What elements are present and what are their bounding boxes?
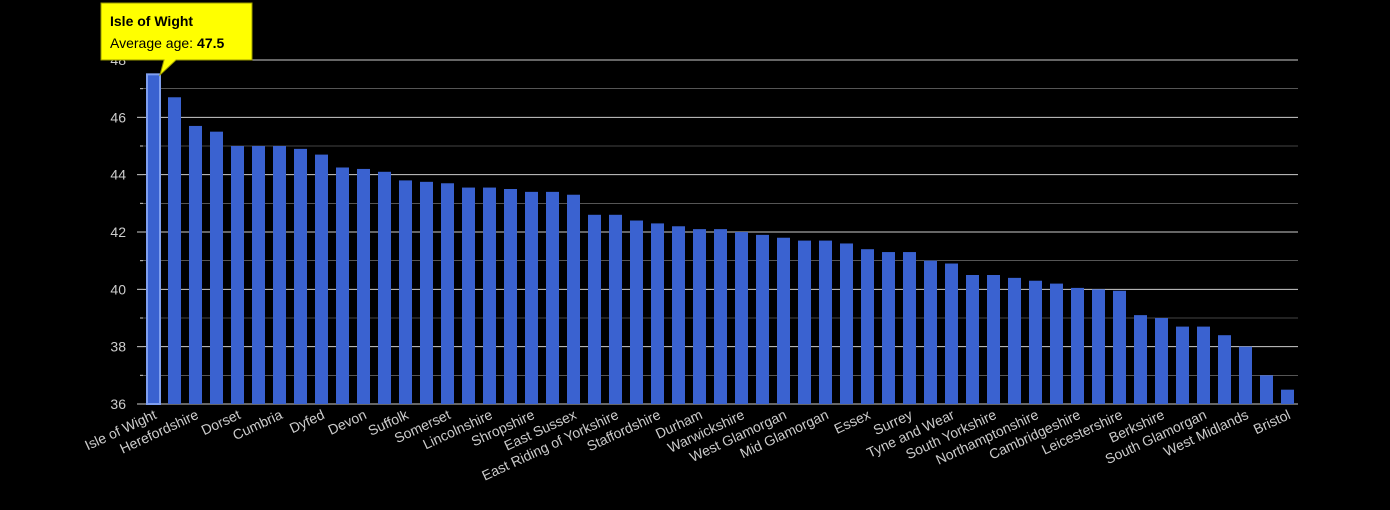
tooltip-body: Average age: 47.5 — [110, 35, 224, 51]
bar — [441, 183, 454, 404]
bar — [504, 189, 517, 404]
bar — [798, 240, 811, 404]
bar — [630, 220, 643, 404]
bar — [420, 181, 433, 404]
bar — [483, 187, 496, 404]
bar — [735, 232, 748, 404]
bar — [189, 125, 202, 404]
bar — [777, 237, 790, 404]
bar — [1071, 287, 1084, 404]
tooltip-box — [100, 2, 253, 77]
tooltip-value: 47.5 — [197, 35, 224, 51]
bar — [273, 146, 286, 404]
y-tick-label: 38 — [110, 339, 126, 355]
bars — [146, 73, 1294, 405]
bar — [1113, 290, 1126, 404]
x-tick-label: Devon — [325, 406, 368, 438]
bar — [1176, 326, 1189, 404]
bar — [672, 226, 685, 404]
y-tick-label: 46 — [110, 109, 126, 125]
bar — [146, 73, 161, 405]
y-tick-label: 40 — [110, 281, 126, 297]
x-tick-label: Essex — [831, 406, 872, 437]
bar — [1155, 318, 1168, 404]
x-tick-label: Dyfed — [287, 406, 327, 436]
bar — [357, 168, 370, 404]
bar — [819, 240, 832, 404]
bar — [987, 275, 1000, 404]
bar — [882, 252, 895, 404]
bar — [567, 194, 580, 404]
bar — [840, 243, 853, 404]
bar — [252, 146, 265, 404]
bar — [924, 260, 937, 404]
bar — [294, 148, 307, 404]
bar — [1260, 375, 1273, 404]
bar — [861, 249, 874, 404]
bar — [1197, 326, 1210, 404]
bar — [714, 229, 727, 404]
bar — [231, 146, 244, 404]
bar — [336, 167, 349, 404]
bar — [1134, 315, 1147, 404]
bar — [966, 275, 979, 404]
bar — [756, 234, 769, 404]
bar — [588, 214, 601, 404]
bar — [462, 187, 475, 404]
bar — [378, 171, 391, 404]
bar — [693, 229, 706, 404]
bar — [315, 154, 328, 404]
bar — [1239, 346, 1252, 404]
bar — [1281, 389, 1294, 404]
y-tick-label: 42 — [110, 224, 126, 240]
bar — [525, 191, 538, 404]
bar — [1050, 283, 1063, 404]
x-tick-label: Bristol — [1251, 406, 1293, 437]
y-tick-label: 44 — [110, 167, 126, 183]
y-tick-label: 36 — [110, 396, 126, 412]
bar — [399, 180, 412, 404]
bar — [1008, 277, 1021, 404]
bar — [210, 131, 223, 404]
bar — [903, 252, 916, 404]
bar — [1029, 280, 1042, 404]
bar — [546, 191, 559, 404]
bar — [1092, 289, 1105, 404]
tooltip-label: Average age: — [110, 35, 193, 51]
bar — [609, 214, 622, 404]
bar — [945, 263, 958, 404]
bar — [651, 223, 664, 404]
bar — [1218, 335, 1231, 404]
tooltip-title: Isle of Wight — [110, 13, 193, 29]
bar — [168, 97, 181, 405]
tooltip: Isle of Wight Average age: 47.5 — [100, 2, 253, 77]
